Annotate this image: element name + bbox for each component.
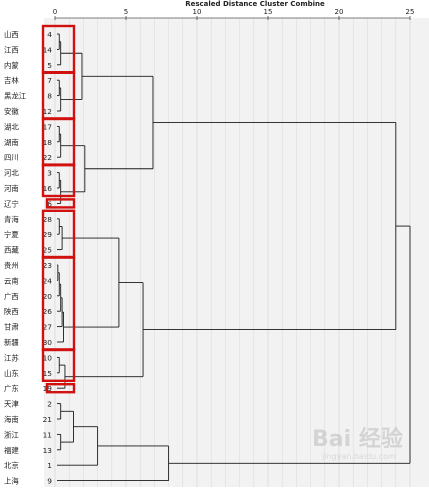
leaf-id-label: 6 [47, 199, 52, 208]
leaf-name-label: 安徽 [4, 107, 19, 116]
highlight-box [41, 163, 76, 198]
leaf-name-label: 广东 [4, 384, 19, 393]
leaf-name-label: 宁夏 [4, 230, 19, 239]
leaf-name-label: 贵州 [4, 261, 19, 270]
leaf-name-label: 黑龙江 [4, 92, 27, 101]
leaf-name-label: 新疆 [4, 338, 19, 347]
leaf-name-label: 吉林 [4, 76, 19, 85]
tick-label: 20 [335, 8, 344, 16]
leaf-name-label: 浙江 [4, 430, 19, 439]
leaf-name-label: 内蒙 [4, 61, 19, 70]
highlight-box [45, 198, 76, 209]
leaf-id-label: 1 [47, 461, 52, 470]
leaf-id-label: 4 [47, 30, 52, 39]
leaf-name-label: 天津 [4, 400, 19, 409]
leaf-name-label: 河南 [4, 184, 19, 193]
leaf-id-label: 26 [43, 307, 53, 316]
leaf-name-label: 江苏 [4, 353, 19, 362]
leaf-id-label: 25 [43, 246, 53, 255]
leaf-id-label: 24 [43, 276, 53, 285]
leaf-id-label: 27 [43, 323, 53, 332]
leaf-name-label: 福建 [4, 446, 19, 455]
leaf-id-label: 9 [47, 477, 52, 486]
leaf-name-label: 青海 [4, 215, 19, 224]
leaf-name-label: 甘肃 [4, 323, 19, 332]
watermark-url: jingyan.baidu.com [321, 452, 396, 461]
leaf-name-label: 河北 [4, 169, 19, 178]
leaf-id-label: 3 [47, 169, 52, 178]
leaf-id-label: 13 [43, 446, 53, 455]
leaf-name-label: 辽宁 [4, 199, 19, 208]
plot-background [44, 18, 429, 487]
leaf-id-label: 18 [43, 138, 53, 147]
leaf-id-label: 5 [47, 61, 52, 70]
leaf-id-label: 20 [43, 292, 53, 301]
leaf-name-label: 广西 [4, 292, 19, 301]
leaf-name-label: 西藏 [4, 246, 19, 255]
leaf-name-label: 四川 [4, 153, 19, 162]
leaf-name-label: 江西 [4, 45, 19, 54]
leaf-name-label: 湖南 [4, 138, 19, 147]
tick-label: 10 [193, 8, 202, 16]
leaf-id-label: 14 [43, 45, 53, 54]
leaf-id-label: 23 [43, 261, 53, 270]
highlight-boxes [41, 24, 76, 394]
leaf-id-label: 7 [47, 76, 52, 85]
tick-label: 15 [264, 8, 273, 16]
tick-label: 25 [406, 8, 415, 16]
leaf-id-label: 17 [43, 122, 53, 131]
leaf-name-label: 山西 [4, 30, 19, 39]
tick-label: 0 [53, 8, 57, 16]
highlight-box [45, 383, 76, 394]
leaf-id-label: 16 [43, 184, 53, 193]
leaf-id-label: 8 [47, 92, 52, 101]
leaf-name-label: 北京 [4, 461, 19, 470]
leaf-name-label: 上海 [4, 477, 19, 486]
highlight-box [41, 348, 76, 382]
watermark-logo: Bai 经验 [312, 426, 403, 452]
leaf-id-label: 2 [47, 400, 52, 409]
chart-title: Rescaled Distance Cluster Combine [185, 0, 325, 8]
leaf-id-label: 12 [43, 107, 52, 116]
leaf-id-label: 22 [43, 153, 52, 162]
leaf-name-label: 陕西 [4, 307, 19, 316]
leaf-name-label: 湖北 [4, 122, 19, 131]
leaf-name-labels: 山西江西内蒙吉林黑龙江安徽湖北湖南四川河北河南辽宁青海宁夏西藏贵州云南广西陕西甘… [4, 30, 27, 486]
leaf-name-label: 云南 [4, 276, 19, 285]
tick-label: 5 [124, 8, 128, 16]
x-axis-ticks: 0 5 10 15 20 25 [53, 8, 415, 20]
leaf-id-label: 15 [43, 369, 53, 378]
leaf-name-label: 海南 [4, 415, 19, 424]
leaf-id-label: 28 [43, 215, 53, 224]
leaf-name-label: 山东 [4, 369, 19, 378]
leaf-id-label: 30 [43, 338, 53, 347]
leaf-id-label: 21 [43, 415, 53, 424]
leaf-id-label: 10 [43, 353, 53, 362]
watermark: Bai 经验 jingyan.baidu.com [312, 426, 403, 461]
dendrogram-branches [57, 33, 411, 482]
leaf-id-label: 29 [43, 230, 53, 239]
leaf-id-label: 11 [43, 430, 53, 439]
